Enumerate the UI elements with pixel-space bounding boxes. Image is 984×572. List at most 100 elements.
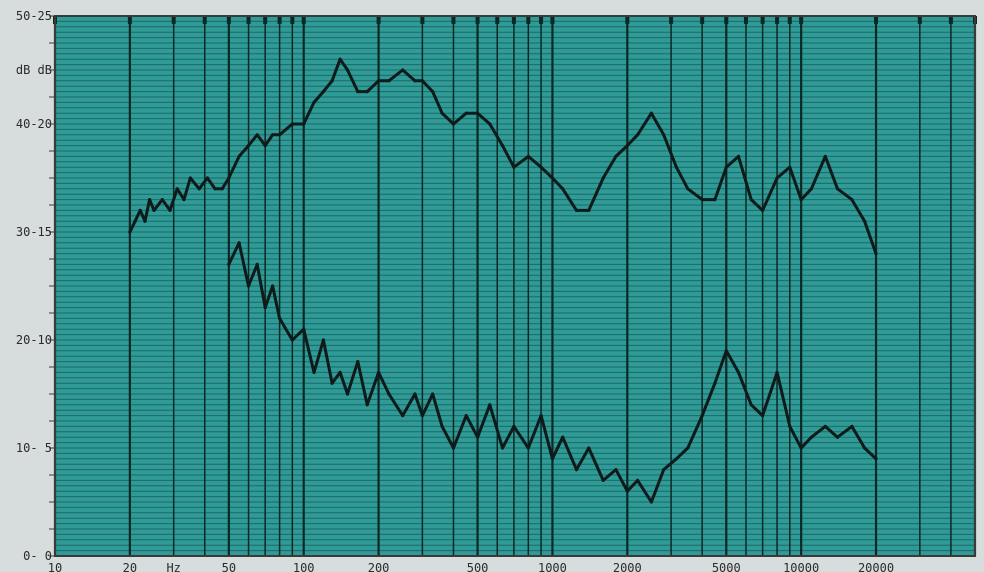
data-point: [863, 219, 867, 223]
series-points-2: [227, 241, 878, 504]
data-point: [451, 446, 456, 450]
data-point: [574, 208, 579, 212]
data-point: [799, 198, 803, 202]
top-ticks: [53, 16, 977, 24]
data-point: [823, 154, 827, 158]
data-point: [809, 187, 814, 191]
data-point: [550, 176, 555, 180]
top-tick: [669, 16, 674, 24]
data-point: [255, 262, 259, 266]
data-point: [312, 370, 316, 374]
data-point: [601, 176, 605, 180]
top-tick: [625, 16, 630, 24]
data-point: [205, 176, 210, 180]
y-tick-label: 10- 5: [16, 441, 52, 455]
data-point: [138, 208, 142, 212]
data-point: [128, 230, 132, 234]
data-point: [413, 392, 417, 396]
data-point: [321, 338, 326, 342]
data-point: [850, 198, 854, 202]
data-point: [625, 144, 629, 148]
data-point: [636, 478, 640, 482]
data-point: [387, 392, 391, 396]
top-tick: [550, 16, 555, 24]
data-point: [213, 187, 217, 191]
data-point: [512, 165, 516, 169]
top-tick: [420, 16, 425, 24]
data-point: [133, 219, 137, 223]
top-tick: [475, 16, 480, 24]
data-point: [420, 79, 424, 83]
data-point: [356, 360, 360, 364]
data-point: [874, 457, 878, 461]
top-tick: [301, 16, 306, 24]
top-tick: [775, 16, 780, 24]
data-point: [387, 79, 391, 83]
data-point: [220, 187, 224, 191]
x-tick-label: 10000: [783, 561, 819, 572]
data-point: [539, 165, 543, 169]
data-point: [345, 392, 350, 396]
top-tick: [495, 16, 500, 24]
data-point: [724, 349, 728, 353]
y-tick-label: 40-20: [16, 117, 52, 131]
data-point: [649, 111, 654, 115]
data-point: [401, 68, 405, 72]
data-point: [431, 392, 435, 396]
top-tick: [724, 16, 729, 24]
horizontal-grid: [55, 15, 975, 557]
top-tick: [743, 16, 748, 24]
x-tick-label: 500: [467, 561, 489, 572]
data-point: [526, 446, 530, 450]
top-tick: [171, 16, 176, 24]
data-point: [431, 90, 435, 94]
data-point: [376, 370, 381, 374]
top-tick: [202, 16, 207, 24]
data-point: [338, 370, 342, 374]
x-tick-label: 200: [368, 561, 390, 572]
data-point: [799, 446, 803, 450]
data-point: [835, 435, 840, 439]
data-point: [649, 500, 654, 504]
data-point: [863, 446, 867, 450]
top-tick: [376, 16, 381, 24]
data-point: [614, 154, 618, 158]
top-tick: [539, 16, 544, 24]
data-point: [345, 68, 350, 72]
data-point: [775, 370, 779, 374]
data-point: [413, 79, 417, 83]
left-ticks: [49, 15, 55, 557]
top-tick: [511, 16, 516, 24]
data-point: [662, 133, 666, 137]
data-point: [587, 446, 591, 450]
data-point: [197, 187, 201, 191]
top-tick: [246, 16, 251, 24]
data-point: [561, 435, 565, 439]
top-tick: [526, 16, 531, 24]
x-tick-label: 5000: [712, 561, 741, 572]
data-point: [401, 414, 405, 418]
data-point: [271, 133, 275, 137]
data-point: [255, 133, 259, 137]
data-point: [823, 424, 827, 428]
data-point: [365, 90, 369, 94]
y-tick-label: 30-15: [16, 225, 52, 239]
data-point: [290, 122, 294, 126]
data-point: [700, 198, 704, 202]
data-point: [420, 414, 424, 418]
data-point: [674, 165, 678, 169]
data-point: [539, 414, 543, 418]
data-point: [365, 403, 369, 407]
x-tick-label: Hz: [166, 561, 180, 572]
data-point: [674, 457, 678, 461]
data-point: [143, 219, 147, 223]
x-tick-label: 10: [48, 561, 62, 572]
data-point: [160, 198, 164, 202]
data-point: [302, 122, 306, 126]
data-point: [788, 424, 792, 428]
data-point: [168, 208, 172, 212]
data-point: [175, 187, 179, 191]
data-point: [440, 111, 444, 115]
